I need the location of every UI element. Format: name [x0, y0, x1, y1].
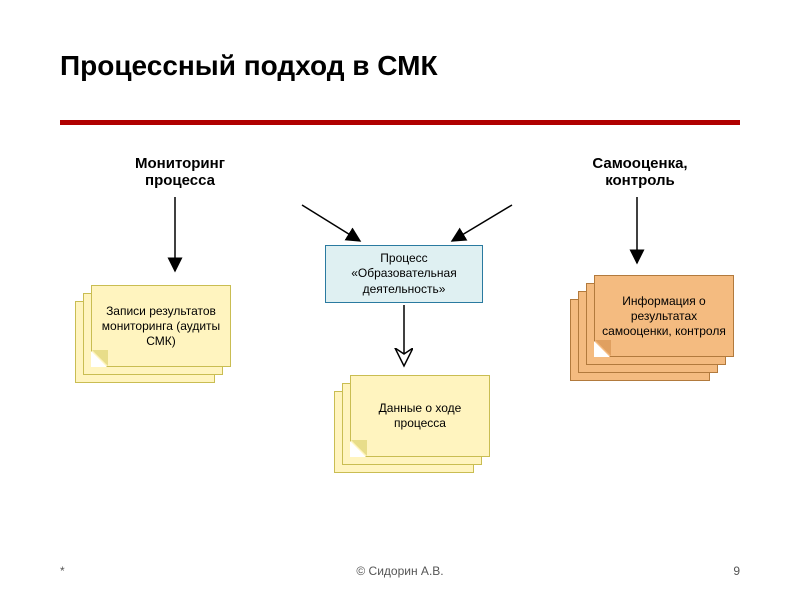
- slide-title: Процессный подход в СМК: [60, 50, 740, 82]
- arrow: [302, 205, 360, 241]
- note-card: Информация о результатах самооценки, кон…: [594, 275, 734, 357]
- footer: * © Сидорин А.В. 9: [60, 564, 740, 578]
- title-underline: [60, 120, 740, 125]
- monitoring-label: Мониторинг процесса: [100, 155, 260, 189]
- footer-right: 9: [733, 564, 740, 578]
- selfcheck-label: Самооценка, контроль: [560, 155, 720, 189]
- footer-center: © Сидорин А.В.: [60, 564, 740, 578]
- slide: Процессный подход в СМК Мониторинг проце…: [0, 0, 800, 600]
- process-box: Процесс «Образовательная деятельность»: [325, 245, 483, 303]
- note-card: Записи результатов мониторинга (аудиты С…: [91, 285, 231, 367]
- diagram-area: Мониторинг процесса Самооценка, контроль…: [60, 155, 740, 530]
- note-card: Данные о ходе процесса: [350, 375, 490, 457]
- arrow: [452, 205, 512, 241]
- footer-left: *: [60, 564, 65, 578]
- process-box-text: Процесс «Образовательная деятельность»: [330, 251, 478, 298]
